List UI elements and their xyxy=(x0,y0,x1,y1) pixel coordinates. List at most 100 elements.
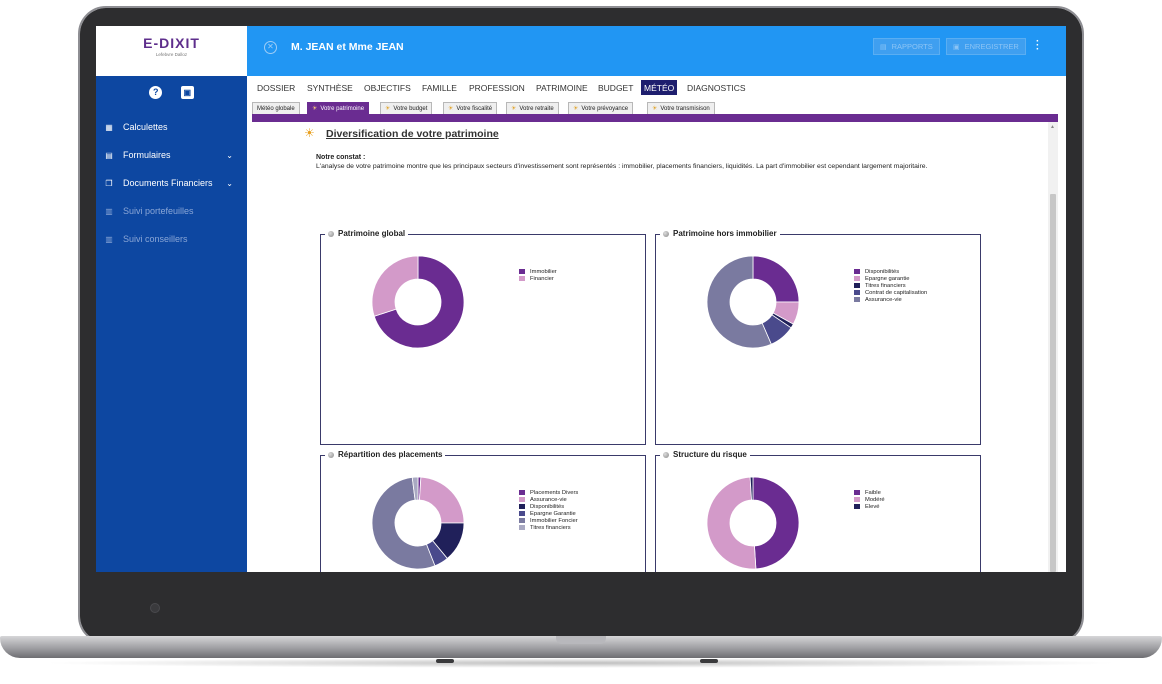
tab-objectifs[interactable]: OBJECTIFS xyxy=(364,82,411,93)
legend-entry[interactable]: Immobilier xyxy=(519,268,557,275)
rapports-label: RAPPORTS xyxy=(891,42,933,51)
legend-swatch xyxy=(854,504,860,509)
enregistrer-button[interactable]: ▣ ENREGISTRER xyxy=(946,38,1026,55)
donut-chart xyxy=(706,476,800,570)
scroll-thumb[interactable] xyxy=(1050,194,1056,572)
tab-budget[interactable]: BUDGET xyxy=(598,82,634,93)
pie-slice[interactable] xyxy=(752,255,800,303)
documents-icon: ❐ xyxy=(105,178,113,188)
pie-slice[interactable] xyxy=(419,476,465,524)
legend-entry[interactable]: Titres financiers xyxy=(854,282,927,289)
legend-entry[interactable]: Faible xyxy=(854,489,885,496)
sidebar-item-formulaires[interactable]: ▤ Formulaires ⌄ xyxy=(104,146,239,164)
chevron-down-icon[interactable]: ⌄ xyxy=(226,150,233,160)
sidebar-item-calculettes[interactable]: ▦ Calculettes xyxy=(104,118,239,136)
sidebar-item-suivi-portefeuilles[interactable]: ▥ Suivi portefeuilles xyxy=(104,202,239,220)
tab-dossier[interactable]: DOSSIER xyxy=(257,82,296,93)
legend-swatch xyxy=(854,269,860,274)
legend-label: Faible xyxy=(865,489,881,496)
chevron-down-icon[interactable]: ⌄ xyxy=(226,178,233,188)
donut-chart xyxy=(706,255,800,349)
pie-slice[interactable] xyxy=(749,476,754,501)
weather-icon: ☀ xyxy=(385,106,391,112)
legend-entry[interactable]: Elevé xyxy=(854,503,885,510)
pie-slice[interactable] xyxy=(752,476,800,570)
sidebar: E-DIXIT Lefebvre Dalloz ? ▣ ▦ Calculettes… xyxy=(96,26,247,572)
rapports-button[interactable]: ▤ RAPPORTS xyxy=(873,38,940,55)
legend-entry[interactable]: Contrat de capitalisation xyxy=(854,289,927,296)
sub-tabs: Météo globale ☀ Votre patrimoine ☀ Votre bud… xyxy=(252,102,1062,114)
chart-title-text: Répartition des placements xyxy=(338,450,443,459)
constat-label: Notre constat : xyxy=(316,154,366,161)
laptop-shadow xyxy=(40,658,1122,668)
sidebar-item-documents-financiers[interactable]: ❐ Documents Financiers ⌄ xyxy=(104,174,239,192)
subtab-label: Votre transmisison xyxy=(660,105,710,112)
help-icon[interactable]: ? xyxy=(149,85,163,99)
chart-legend: Immobilier Financier xyxy=(519,268,557,282)
pie-slice[interactable] xyxy=(706,476,757,570)
chart-title-text: Patrimoine hors immobilier xyxy=(673,229,777,238)
logo[interactable]: E-DIXIT Lefebvre Dalloz xyxy=(96,26,247,76)
legend-label: Modéré xyxy=(865,496,885,503)
close-icon[interactable]: ✕ xyxy=(264,41,277,54)
client-name: M. JEAN et Mme JEAN xyxy=(291,41,404,53)
tab-patrimoine[interactable]: PATRIMOINE xyxy=(536,82,588,93)
tab-synthèse[interactable]: SYNTHÈSE xyxy=(307,82,353,93)
legend-label: Placements Divers xyxy=(530,489,579,496)
tab-météo[interactable]: MÉTÉO xyxy=(641,80,678,95)
tab-famille[interactable]: FAMILLE xyxy=(422,82,457,93)
contact-card-icon[interactable]: ▣ xyxy=(180,86,194,99)
legend-swatch xyxy=(854,297,860,302)
subtab-votre-retraite[interactable]: ☀ Votre retraite xyxy=(506,102,559,114)
legend-entry[interactable]: Epargne garantie xyxy=(854,275,927,282)
pie-slice[interactable] xyxy=(371,476,436,570)
pie-slice[interactable] xyxy=(706,255,772,349)
laptop-notch xyxy=(556,636,606,644)
calculator-icon: ▦ xyxy=(105,122,113,132)
legend-label: Epargne Garantie xyxy=(530,510,576,517)
legend-entry[interactable]: Disponibilités xyxy=(519,503,578,510)
subtab-underline xyxy=(252,114,1058,122)
pie-slice[interactable] xyxy=(373,255,465,349)
legend-label: Elevé xyxy=(865,503,880,510)
pie-slice[interactable] xyxy=(371,255,419,317)
chart-panel-structure-risque: Structure du risque Faible Modéré Elevé xyxy=(655,450,981,572)
legend-entry[interactable]: Epargne Garantie xyxy=(519,510,578,517)
legend-entry[interactable]: Placements Divers xyxy=(519,489,578,496)
bullet-icon xyxy=(663,451,669,458)
logo-text: E-DIXIT xyxy=(143,35,200,51)
legend-swatch xyxy=(854,490,860,495)
sidebar-quick-icons: ? ▣ xyxy=(96,82,247,100)
subtab-votre-transmisison[interactable]: ☀ Votre transmisison xyxy=(647,102,715,114)
section-title: Diversification de votre patrimoine xyxy=(326,128,499,140)
legend-label: Disponibilités xyxy=(865,268,900,275)
subtab-votre-budget[interactable]: ☀ Votre budget xyxy=(380,102,433,114)
subtab-votre-prévoyance[interactable]: ☀ Votre prévoyance xyxy=(568,102,634,114)
tab-diagnostics[interactable]: DIAGNOSTICS xyxy=(687,82,746,93)
sidebar-item-suivi-conseillers[interactable]: ▥ Suivi conseillers xyxy=(104,230,239,248)
legend-swatch xyxy=(519,518,525,523)
chart-panel-repartition-placements: Répartition des placements Placements Div… xyxy=(320,450,646,572)
legend-entry[interactable]: Disponibilités xyxy=(854,268,927,275)
subtab-météo-globale[interactable]: Météo globale xyxy=(252,102,300,114)
legend-entry[interactable]: Assurance-vie xyxy=(854,296,927,303)
scroll-up-icon[interactable]: ▲ xyxy=(1050,124,1055,130)
pie-slice[interactable] xyxy=(411,476,419,501)
legend-label: Epargne garantie xyxy=(865,275,910,282)
chart-legend: Placements Divers Assurance-vie Disponibil… xyxy=(519,489,578,531)
legend-entry[interactable]: Assurance-vie xyxy=(519,496,578,503)
legend-swatch xyxy=(519,490,525,495)
tab-profession[interactable]: PROFESSION xyxy=(469,82,525,93)
subtab-votre-fiscalité[interactable]: ☀ Votre fiscalité xyxy=(443,102,498,114)
legend-swatch xyxy=(519,511,525,516)
legend-entry[interactable]: Titres financiers xyxy=(519,524,578,531)
legend-entry[interactable]: Modéré xyxy=(854,496,885,503)
legend-entry[interactable]: Immobilier Foncier xyxy=(519,517,578,524)
content-scrollbar[interactable]: ▲ xyxy=(1048,122,1058,572)
legend-entry[interactable]: Financier xyxy=(519,275,557,282)
legend-label: Assurance-vie xyxy=(530,496,567,503)
legend-swatch xyxy=(854,276,860,281)
subtab-votre-patrimoine[interactable]: ☀ Votre patrimoine xyxy=(307,102,370,114)
legend-swatch xyxy=(854,290,860,295)
more-options-icon[interactable]: · · · xyxy=(1036,36,1040,55)
